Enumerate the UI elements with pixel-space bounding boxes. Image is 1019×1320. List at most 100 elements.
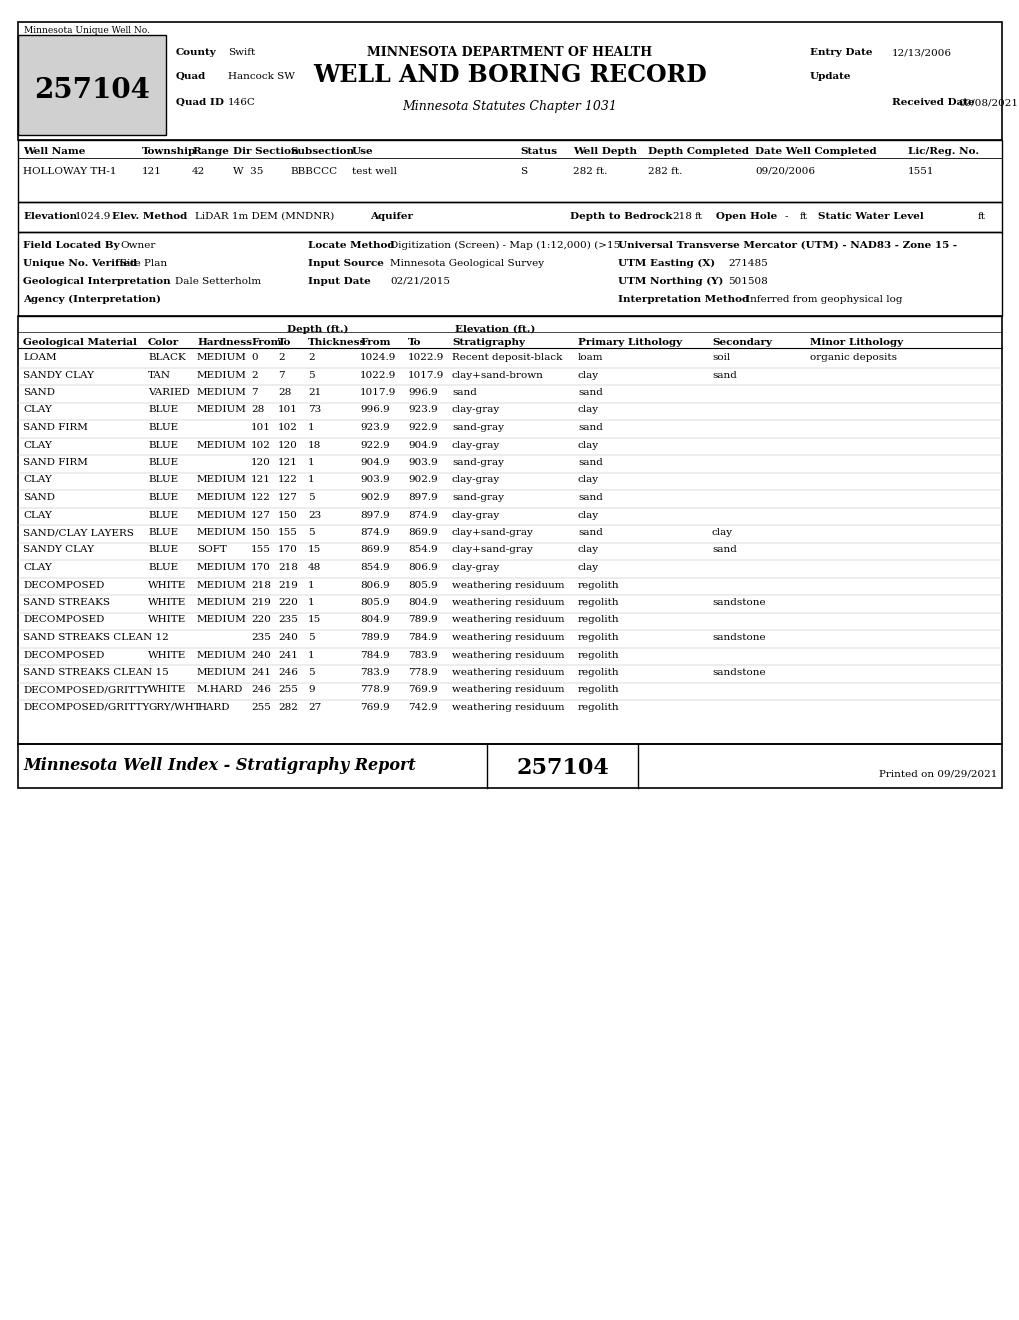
- Text: 170: 170: [278, 545, 298, 554]
- Text: 241: 241: [278, 651, 298, 660]
- Text: 903.9: 903.9: [360, 475, 389, 484]
- Text: 1: 1: [308, 475, 314, 484]
- Text: 102: 102: [251, 441, 271, 450]
- Text: From: From: [360, 338, 390, 347]
- Text: sand: sand: [578, 528, 602, 537]
- Text: 2: 2: [308, 352, 314, 362]
- Text: SOFT: SOFT: [197, 545, 226, 554]
- Text: BLUE: BLUE: [148, 511, 178, 520]
- Text: 783.9: 783.9: [360, 668, 389, 677]
- Text: clay-gray: clay-gray: [451, 475, 499, 484]
- Text: 28: 28: [278, 388, 291, 397]
- Text: CLAY: CLAY: [23, 441, 52, 450]
- Text: 150: 150: [278, 511, 298, 520]
- Text: sand: sand: [578, 458, 602, 467]
- Text: weathering residuum: weathering residuum: [451, 598, 564, 607]
- Text: DECOMPOSED/GRITTY: DECOMPOSED/GRITTY: [23, 704, 149, 711]
- Text: clay+sand-gray: clay+sand-gray: [451, 528, 533, 537]
- Text: 922.9: 922.9: [408, 422, 437, 432]
- Text: Well Name: Well Name: [23, 147, 86, 156]
- Text: Minnesota Geological Survey: Minnesota Geological Survey: [389, 259, 543, 268]
- Text: CLAY: CLAY: [23, 564, 52, 572]
- Text: 27: 27: [308, 704, 321, 711]
- Text: BBBCCC: BBBCCC: [289, 168, 337, 176]
- Text: SAND: SAND: [23, 388, 55, 397]
- Text: Status: Status: [520, 147, 556, 156]
- Text: sandstone: sandstone: [711, 634, 765, 642]
- Text: Elevation: Elevation: [23, 213, 77, 220]
- Text: -: -: [785, 213, 788, 220]
- Text: 1017.9: 1017.9: [360, 388, 396, 397]
- Text: 1024.9: 1024.9: [360, 352, 396, 362]
- Text: 09/20/2006: 09/20/2006: [754, 168, 814, 176]
- Text: 805.9: 805.9: [408, 581, 437, 590]
- Text: 122: 122: [278, 475, 298, 484]
- Text: regolith: regolith: [578, 685, 619, 694]
- Text: 769.9: 769.9: [360, 704, 389, 711]
- Text: 240: 240: [278, 634, 298, 642]
- Text: LiDAR 1m DEM (MNDNR): LiDAR 1m DEM (MNDNR): [195, 213, 334, 220]
- Text: DECOMPOSED: DECOMPOSED: [23, 615, 104, 624]
- Text: Digitization (Screen) - Map (1:12,000) (>15: Digitization (Screen) - Map (1:12,000) (…: [389, 242, 620, 249]
- Text: UTM Easting (X): UTM Easting (X): [618, 259, 714, 268]
- Text: weathering residuum: weathering residuum: [451, 668, 564, 677]
- Text: 869.9: 869.9: [408, 528, 437, 537]
- Text: 219: 219: [278, 581, 298, 590]
- Text: clay: clay: [578, 511, 598, 520]
- Text: sand-gray: sand-gray: [451, 458, 503, 467]
- Text: Update: Update: [809, 73, 851, 81]
- Text: Quad ID: Quad ID: [176, 98, 224, 107]
- Text: SAND/CLAY LAYERS: SAND/CLAY LAYERS: [23, 528, 133, 537]
- Text: 219: 219: [251, 598, 271, 607]
- Text: 5: 5: [308, 668, 314, 677]
- Text: 155: 155: [251, 545, 271, 554]
- Bar: [18, 140, 1001, 202]
- Text: weathering residuum: weathering residuum: [451, 685, 564, 694]
- Text: 220: 220: [251, 615, 271, 624]
- Text: Date Well Completed: Date Well Completed: [754, 147, 875, 156]
- Text: SANDY CLAY: SANDY CLAY: [23, 545, 94, 554]
- Text: BLUE: BLUE: [148, 492, 178, 502]
- Text: sand: sand: [711, 545, 736, 554]
- Text: SAND FIRM: SAND FIRM: [23, 422, 88, 432]
- Text: MEDIUM: MEDIUM: [197, 405, 247, 414]
- Bar: [18, 22, 1001, 140]
- Text: sand-gray: sand-gray: [451, 422, 503, 432]
- Text: Minnesota Unique Well No.: Minnesota Unique Well No.: [24, 26, 150, 36]
- Text: 09/08/2021: 09/08/2021: [957, 98, 1017, 107]
- Text: organic deposits: organic deposits: [809, 352, 896, 362]
- Text: BLUE: BLUE: [148, 422, 178, 432]
- Text: 783.9: 783.9: [408, 651, 437, 660]
- Text: loam: loam: [578, 352, 603, 362]
- Text: BLUE: BLUE: [148, 564, 178, 572]
- Text: 220: 220: [278, 598, 298, 607]
- Text: 922.9: 922.9: [360, 441, 389, 450]
- Text: 121: 121: [251, 475, 271, 484]
- Text: Quad: Quad: [176, 73, 206, 81]
- Text: MEDIUM: MEDIUM: [197, 352, 247, 362]
- Text: clay-gray: clay-gray: [451, 441, 499, 450]
- Text: Entry Date: Entry Date: [809, 48, 871, 57]
- Text: 789.9: 789.9: [360, 634, 389, 642]
- Text: Locate Method: Locate Method: [308, 242, 394, 249]
- Bar: [18, 232, 1001, 315]
- Text: To: To: [408, 338, 421, 347]
- Text: Stratigraphy: Stratigraphy: [451, 338, 525, 347]
- Text: Site Plan: Site Plan: [120, 259, 167, 268]
- Text: Lic/Reg. No.: Lic/Reg. No.: [907, 147, 978, 156]
- Text: 1017.9: 1017.9: [408, 371, 444, 380]
- Text: clay: clay: [578, 371, 598, 380]
- Text: Dir Section: Dir Section: [232, 147, 299, 156]
- Text: BLUE: BLUE: [148, 545, 178, 554]
- Text: To: To: [278, 338, 291, 347]
- Text: clay: clay: [578, 564, 598, 572]
- Text: 28: 28: [251, 405, 264, 414]
- Text: 1: 1: [308, 458, 314, 467]
- Text: WHITE: WHITE: [148, 685, 186, 694]
- Text: regolith: regolith: [578, 668, 619, 677]
- Text: MEDIUM: MEDIUM: [197, 528, 247, 537]
- Bar: [18, 202, 1001, 232]
- Text: ft: ft: [799, 213, 807, 220]
- Text: clay: clay: [578, 475, 598, 484]
- Text: MEDIUM: MEDIUM: [197, 615, 247, 624]
